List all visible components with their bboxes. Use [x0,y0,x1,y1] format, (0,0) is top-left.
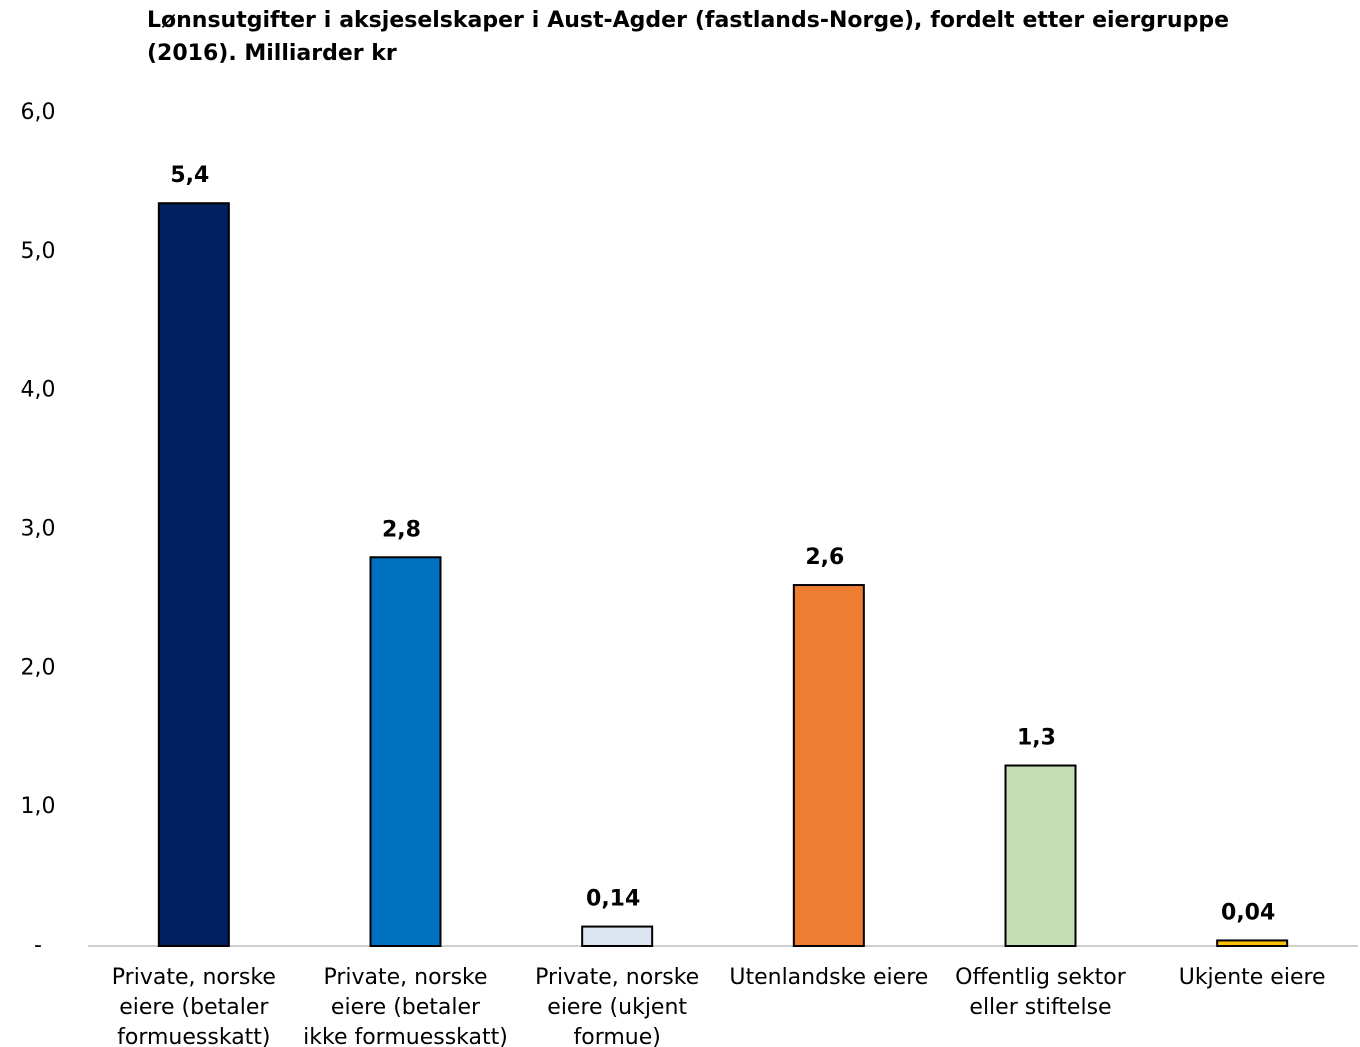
value-label: 2,6 [805,545,844,570]
value-label: 1,3 [1017,726,1056,751]
value-label: 2,8 [382,517,421,542]
y-tick-label: 1,0 [21,794,56,819]
y-tick-label: 2,0 [21,655,56,680]
bar [792,584,865,947]
x-tick-label: Utenlandske eiere [729,965,928,990]
value-label: 5,4 [170,163,209,188]
x-tick-label: Private, norske eiere (ukjent formue) [535,965,699,1047]
bar [157,202,230,948]
bar [1004,764,1077,947]
y-tick-label: - [34,933,42,958]
y-tick-label: 3,0 [21,517,56,542]
y-tick-label: 6,0 [21,100,56,125]
value-label: 0,04 [1221,900,1275,925]
x-tick-label: Private, norske eiere (betaler formuesskat… [112,965,276,1047]
bar [581,925,654,948]
y-tick-label: 5,0 [21,239,56,264]
x-tick-label: Offentlig sektor eller stiftelse [955,965,1127,1020]
x-tick-label: Private, norske eiere (betaler ikke formue… [303,965,508,1047]
y-tick-label: 4,0 [21,378,56,403]
x-tick-label: Ukjente eiere [1179,965,1326,990]
value-label: 0,14 [586,887,640,912]
chart-title: Lønnsutgifter i aksjeselskaper i Aust-Ag… [147,8,1229,66]
bar [369,556,442,947]
bar [1216,939,1289,947]
